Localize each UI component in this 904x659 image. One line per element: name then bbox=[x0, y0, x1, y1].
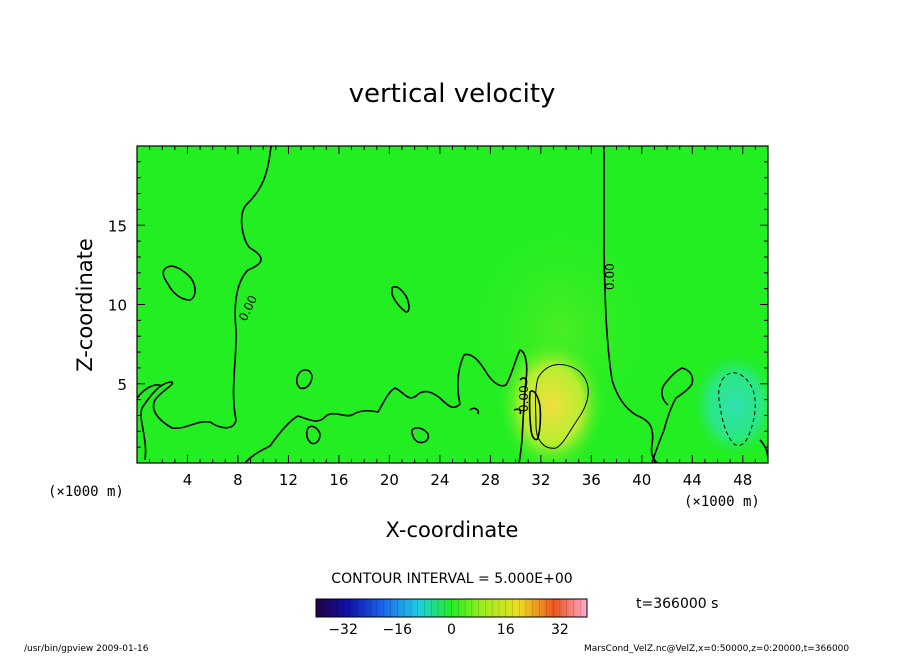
downdraft-region bbox=[690, 350, 768, 460]
x-axis-label: X-coordinate bbox=[386, 518, 519, 542]
updraft-region bbox=[497, 335, 607, 463]
contour-interval-text: CONTOUR INTERVAL = 5.000E+00 bbox=[331, 571, 572, 587]
x-tick-label: 12 bbox=[279, 471, 298, 489]
y-axis: 5 10 15 bbox=[108, 161, 768, 448]
time-label: t=366000 s bbox=[636, 596, 718, 612]
x-unit-left: (×1000 m) bbox=[48, 484, 124, 500]
colorbar-tick-label: −32 bbox=[328, 622, 358, 638]
colorbar-tick-label: −16 bbox=[383, 622, 413, 638]
downdraft-contour bbox=[718, 372, 756, 446]
x-tick-label: 20 bbox=[380, 471, 399, 489]
colorbar-tick-label: 16 bbox=[497, 622, 515, 638]
y-tick-label: 5 bbox=[117, 376, 127, 394]
x-tick-label: 44 bbox=[683, 471, 702, 489]
colorbar-gradient bbox=[315, 598, 588, 618]
x-tick-label: 28 bbox=[481, 471, 500, 489]
colorbar-stripes bbox=[322, 599, 581, 617]
x-tick-label: 8 bbox=[233, 471, 243, 489]
x-tick-label: 40 bbox=[632, 471, 651, 489]
chart-title: vertical velocity bbox=[349, 79, 556, 109]
y-tick-label: 15 bbox=[108, 217, 127, 235]
contour-label-right: 0.00 bbox=[603, 263, 617, 290]
footer-left: /usr/bin/gpview 2009-01-16 bbox=[24, 644, 149, 654]
contour-label-center: 0.00 bbox=[517, 385, 531, 412]
colorbar-ticks: −32 −16 0 16 32 bbox=[328, 622, 568, 638]
x-axis: 4 8 12 16 20 24 28 32 36 40 44 48 bbox=[149, 146, 756, 489]
y-tick-label: 10 bbox=[108, 297, 127, 315]
x-tick-label: 24 bbox=[430, 471, 449, 489]
footer-right: MarsCond_VelZ.nc@VelZ,x=0:50000,z=0:2000… bbox=[584, 644, 849, 654]
updraft-contour bbox=[535, 364, 589, 449]
y-axis-label: Z-coordinate bbox=[73, 238, 97, 372]
x-unit-right: (×1000 m) bbox=[684, 494, 760, 510]
x-tick-label: 16 bbox=[329, 471, 348, 489]
colorbar-tick-label: 32 bbox=[551, 622, 569, 638]
x-tick-label: 36 bbox=[582, 471, 601, 489]
x-tick-label: 4 bbox=[183, 471, 193, 489]
plot-area: 0.00 0.00 0.00 bbox=[137, 146, 768, 463]
colorbar: −32 −16 0 16 32 bbox=[315, 598, 588, 638]
x-tick-label: 32 bbox=[531, 471, 550, 489]
colorbar-tick-label: 0 bbox=[447, 622, 456, 638]
x-tick-label: 48 bbox=[733, 471, 752, 489]
